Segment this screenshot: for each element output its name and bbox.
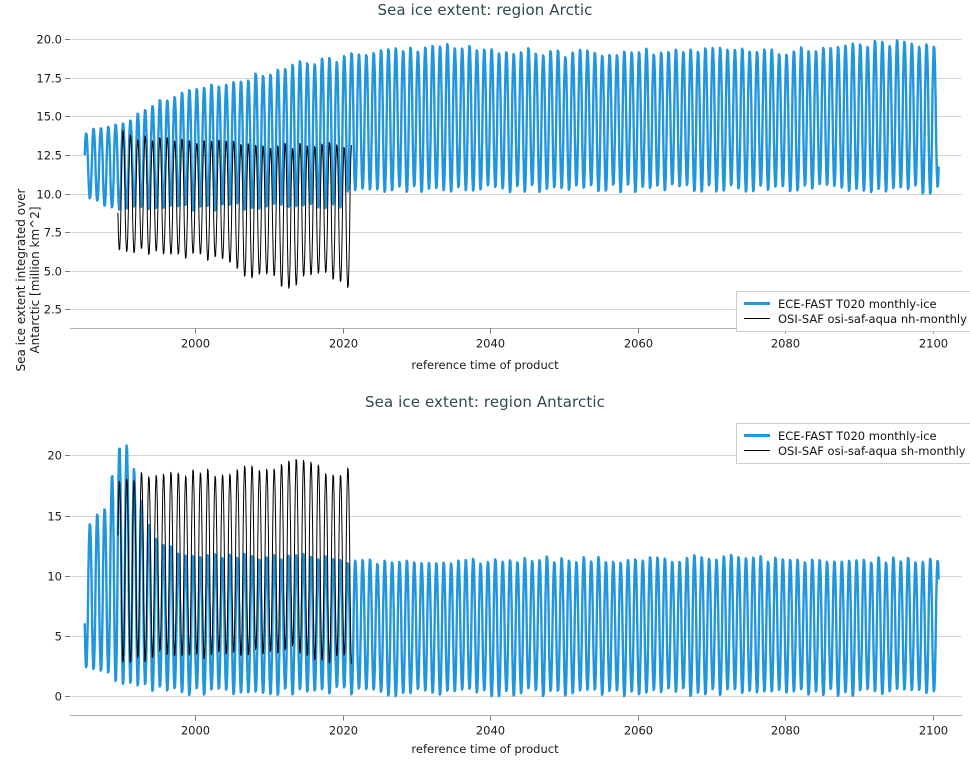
svg-text:12.5: 12.5: [36, 149, 62, 163]
legend-label: OSI-SAF osi-saf-aqua nh-monthly: [778, 311, 967, 326]
legend-item[interactable]: OSI-SAF osi-saf-aqua sh-monthly: [744, 443, 966, 458]
legend-swatch-obs-icon: [744, 450, 770, 451]
legend-label: ECE-FAST T020 monthly-ice: [778, 428, 937, 443]
plot-area-antarctic: 0 5 10 15 20 2000 2020 2040 2060 2080 2100: [47, 444, 962, 738]
svg-text:20: 20: [47, 449, 62, 463]
legend-swatch-obs-icon: [744, 318, 770, 319]
svg-text:2080: 2080: [771, 724, 800, 738]
y-axis-label-line1: Sea ice extent integrated over: [14, 188, 28, 372]
y-axis-label-antarctic: Sea ice extent integrated over Antarctic…: [14, 135, 42, 425]
panel-title-antarctic: Sea ice extent: region Antarctic: [365, 393, 605, 411]
svg-text:2100: 2100: [919, 724, 948, 738]
svg-text:2020: 2020: [329, 337, 358, 351]
svg-text:7.5: 7.5: [44, 226, 62, 240]
y-axis-label-line2: Antarctic [million km^2]: [28, 206, 42, 354]
legend-label: OSI-SAF osi-saf-aqua sh-monthly: [778, 443, 966, 458]
legend-item[interactable]: ECE-FAST T020 monthly-ice: [744, 296, 967, 311]
legend-label: ECE-FAST T020 monthly-ice: [778, 296, 937, 311]
svg-text:0: 0: [55, 690, 62, 704]
legend-arctic: ECE-FAST T020 monthly-ice OSI-SAF osi-saf…: [736, 291, 970, 332]
x-axis-label-arctic: reference time of product: [411, 358, 559, 372]
panel-title-arctic: Sea ice extent: region Arctic: [377, 1, 593, 19]
svg-text:5.0: 5.0: [44, 265, 62, 279]
legend-item[interactable]: OSI-SAF osi-saf-aqua nh-monthly: [744, 311, 967, 326]
svg-text:2040: 2040: [476, 724, 505, 738]
legend-swatch-model-icon: [744, 434, 770, 437]
svg-text:2080: 2080: [771, 337, 800, 351]
svg-text:2040: 2040: [476, 337, 505, 351]
svg-text:2.5: 2.5: [44, 303, 62, 317]
svg-text:15: 15: [47, 510, 62, 524]
legend-item[interactable]: ECE-FAST T020 monthly-ice: [744, 428, 966, 443]
svg-text:10.0: 10.0: [36, 188, 62, 202]
panel-arctic: Sea ice extent: region Arctic Sea ice ex…: [0, 0, 970, 384]
svg-text:2060: 2060: [624, 337, 653, 351]
svg-text:17.5: 17.5: [36, 72, 62, 86]
legend-antarctic: ECE-FAST T020 monthly-ice OSI-SAF osi-saf…: [736, 423, 970, 464]
svg-text:2000: 2000: [181, 724, 210, 738]
svg-text:2060: 2060: [624, 724, 653, 738]
svg-text:10: 10: [47, 570, 62, 584]
svg-text:2100: 2100: [919, 337, 948, 351]
svg-text:5: 5: [55, 630, 62, 644]
svg-text:20.0: 20.0: [36, 33, 62, 47]
svg-text:15.0: 15.0: [36, 110, 62, 124]
plot-area-arctic: 2.5 5.0 7.5 10.0 12.5 15.0 17.5 20.0 2000 2020 204…: [36, 33, 962, 351]
svg-text:2020: 2020: [329, 724, 358, 738]
svg-text:2000: 2000: [181, 337, 210, 351]
x-axis-label-antarctic: reference time of product: [411, 742, 559, 756]
panel-antarctic: Sea ice extent: region Antarctic Sea ice…: [0, 189, 970, 769]
legend-swatch-model-icon: [744, 302, 770, 305]
